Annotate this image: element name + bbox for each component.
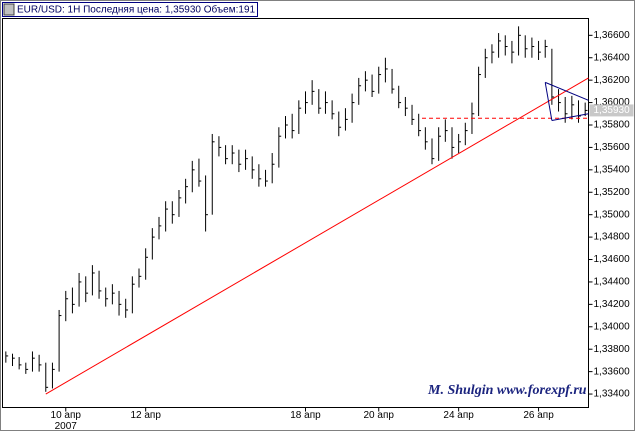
header-icon[interactable] bbox=[3, 3, 15, 16]
plot-area bbox=[2, 18, 589, 408]
y-tick-label: 1,34000 bbox=[594, 321, 631, 332]
chart-title: EUR/USD: 1H Последняя цена: 1,35930 Объе… bbox=[17, 4, 256, 16]
x-tick-label: 24 апр bbox=[443, 410, 474, 421]
y-tick-label: 1,36400 bbox=[594, 52, 631, 63]
trend-line bbox=[551, 113, 589, 122]
y-tick-label: 1,33800 bbox=[594, 344, 631, 355]
y-tick-label: 1,33400 bbox=[594, 389, 631, 400]
y-tick-label: 1,35400 bbox=[594, 164, 631, 175]
y-tick-label: 1,35800 bbox=[594, 120, 631, 131]
last-price-box bbox=[589, 104, 634, 117]
x-year-label: 2007 bbox=[55, 421, 78, 431]
y-tick-label: 1,35000 bbox=[594, 209, 631, 220]
y-tick-label: 1,35600 bbox=[594, 142, 631, 153]
trend-line bbox=[545, 81, 589, 101]
y-tick-label: 1,35200 bbox=[594, 187, 631, 198]
last-price-label: 1,35930 bbox=[594, 105, 631, 116]
trend-line bbox=[45, 77, 589, 395]
y-tick-label: 1,34600 bbox=[594, 254, 631, 265]
x-tick-label: 12 апр bbox=[130, 410, 161, 421]
trend-line bbox=[544, 82, 553, 121]
x-tick-label: 26 апр bbox=[523, 410, 554, 421]
y-tick-label: 1,34800 bbox=[594, 232, 631, 243]
x-tick-label: 18 апр bbox=[290, 410, 321, 421]
y-tick-label: 1,36000 bbox=[594, 97, 631, 108]
y-tick-label: 1,34400 bbox=[594, 277, 631, 288]
y-tick-label: 1,33600 bbox=[594, 366, 631, 377]
x-tick-label: 10 апр bbox=[51, 410, 82, 421]
y-tick-label: 1,34200 bbox=[594, 299, 631, 310]
y-tick-label: 1,36200 bbox=[594, 75, 631, 86]
watermark: M. Shulgin www.forexpf.ru bbox=[427, 383, 587, 398]
x-tick-label: 20 апр bbox=[364, 410, 395, 421]
header-box bbox=[2, 2, 258, 17]
y-tick-label: 1,36600 bbox=[594, 30, 631, 41]
